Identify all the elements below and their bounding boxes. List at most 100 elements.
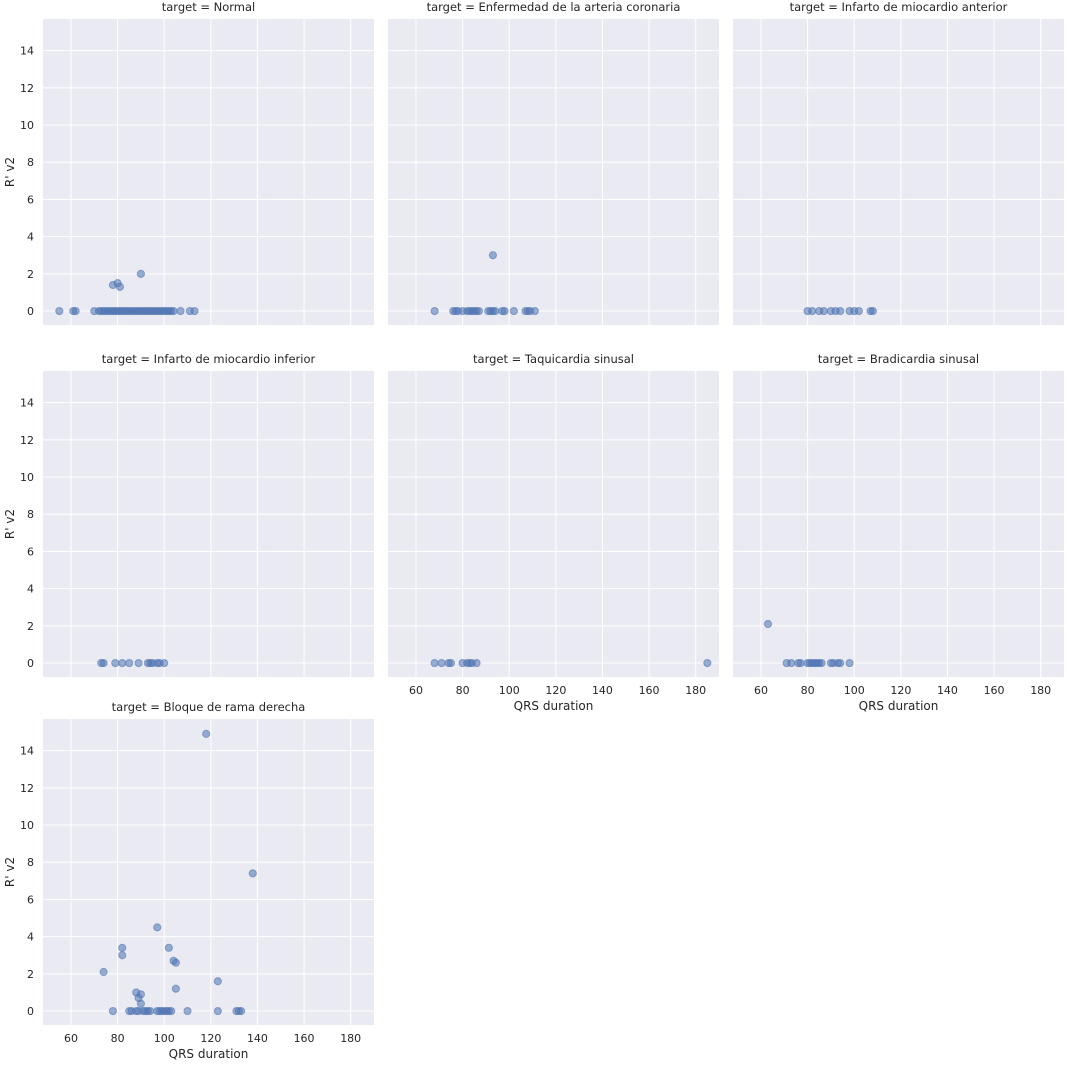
facet-title: target = Enfermedad de la arteria corona…	[427, 0, 681, 14]
data-point	[836, 306, 845, 316]
y-axis-label: R' v2	[3, 157, 17, 187]
data-point	[500, 306, 509, 316]
x-tick-label: 80	[456, 684, 470, 697]
data-point	[509, 306, 518, 316]
data-point	[868, 306, 877, 316]
data-point	[817, 658, 826, 668]
panel-background	[388, 19, 719, 325]
x-tick-label: 140	[592, 684, 613, 697]
facet-title: target = Infarto de miocardio inferior	[102, 352, 316, 366]
data-point	[125, 658, 134, 668]
y-tick-label: 10	[20, 119, 34, 132]
y-tick-label: 12	[20, 82, 34, 95]
facet-panel-3: target = Infarto de miocardio inferior 0 2…	[3, 352, 374, 677]
facet-title: target = Bradicardia sinusal	[818, 352, 979, 366]
data-point	[430, 658, 439, 668]
x-axis-label: QRS duration	[169, 1047, 249, 1061]
data-point	[171, 958, 180, 967]
y-tick-label: 2	[27, 620, 34, 633]
panel-background	[43, 719, 374, 1025]
y-tick-label: 8	[27, 508, 34, 521]
data-point	[437, 658, 446, 668]
x-tick-label: 140	[937, 684, 958, 697]
data-point	[171, 984, 180, 993]
data-point	[134, 658, 143, 668]
x-tick-label: 140	[247, 1032, 268, 1045]
data-point	[819, 306, 829, 316]
data-point	[213, 977, 222, 986]
data-point	[472, 658, 481, 668]
facet-title: target = Normal	[162, 0, 256, 14]
facet-panel-2: target = Infarto de miocardio anterior	[733, 0, 1064, 325]
y-tick-label: 14	[20, 745, 34, 758]
y-tick-label: 4	[27, 931, 34, 944]
x-tick-label: 120	[890, 684, 911, 697]
y-tick-label: 4	[27, 583, 34, 596]
y-tick-label: 14	[20, 397, 34, 410]
x-tick-label: 100	[499, 684, 520, 697]
data-point	[176, 306, 185, 316]
x-axis-label: QRS duration	[859, 699, 939, 713]
x-tick-label: 180	[685, 684, 706, 697]
y-tick-label: 8	[27, 856, 34, 869]
data-point	[446, 658, 456, 668]
facet-panel-6: target = Bloque de rama derecha 0 2 4 6 8 10 12…	[3, 700, 374, 1061]
x-tick-label: 100	[154, 1032, 175, 1045]
data-point	[118, 943, 127, 952]
y-tick-label: 12	[20, 782, 34, 795]
y-tick-label: 6	[27, 193, 34, 206]
data-point	[488, 251, 497, 260]
data-point	[167, 1006, 176, 1016]
data-point	[160, 658, 169, 668]
facet-panel-0: target = Normal 0 2 4 6 8 10 12 14 R' v2	[3, 0, 374, 325]
data-point	[845, 658, 854, 668]
data-point	[55, 306, 64, 316]
panel-background	[43, 371, 374, 677]
panel-background	[388, 371, 719, 677]
data-point	[99, 658, 108, 668]
data-point	[202, 729, 211, 738]
y-tick-label: 6	[27, 545, 34, 558]
x-tick-label: 160	[984, 684, 1005, 697]
facet-title: target = Infarto de miocardio anterior	[790, 0, 1008, 14]
y-tick-label: 12	[20, 434, 34, 447]
x-tick-label: 100	[844, 684, 865, 697]
data-point	[111, 658, 120, 668]
data-point	[763, 619, 773, 629]
data-point	[190, 306, 199, 316]
data-point	[183, 1006, 192, 1016]
y-tick-label: 0	[27, 1005, 34, 1018]
y-tick-label: 8	[27, 156, 34, 169]
x-tick-label: 120	[545, 684, 566, 697]
panel-background	[43, 19, 374, 325]
data-point	[491, 306, 500, 316]
x-tick-label: 60	[409, 684, 423, 697]
y-tick-label: 2	[27, 268, 34, 281]
data-point	[854, 306, 863, 316]
facet-title: target = Taquicardia sinusal	[473, 352, 634, 366]
y-tick-label: 4	[27, 231, 34, 244]
data-point	[787, 658, 796, 668]
data-point	[430, 306, 439, 316]
panel-background	[733, 371, 1064, 677]
x-tick-label: 180	[340, 1032, 361, 1045]
data-point	[530, 306, 539, 316]
data-point	[136, 999, 146, 1008]
data-point	[248, 869, 257, 878]
data-point	[703, 658, 712, 668]
x-tick-label: 160	[639, 684, 660, 697]
y-tick-label: 14	[20, 45, 34, 58]
data-point	[146, 1006, 155, 1016]
data-point	[136, 269, 146, 278]
x-tick-label: 60	[754, 684, 768, 697]
data-point	[474, 306, 484, 316]
y-axis-label: R' v2	[3, 857, 17, 887]
x-tick-label: 60	[64, 1032, 78, 1045]
data-point	[169, 306, 178, 316]
facet-panel-5: target = Bradicardia sinusal 60 80 100 120 14…	[733, 352, 1064, 713]
data-point	[237, 1006, 246, 1016]
data-point	[71, 306, 80, 316]
y-axis-label: R' v2	[3, 509, 17, 539]
